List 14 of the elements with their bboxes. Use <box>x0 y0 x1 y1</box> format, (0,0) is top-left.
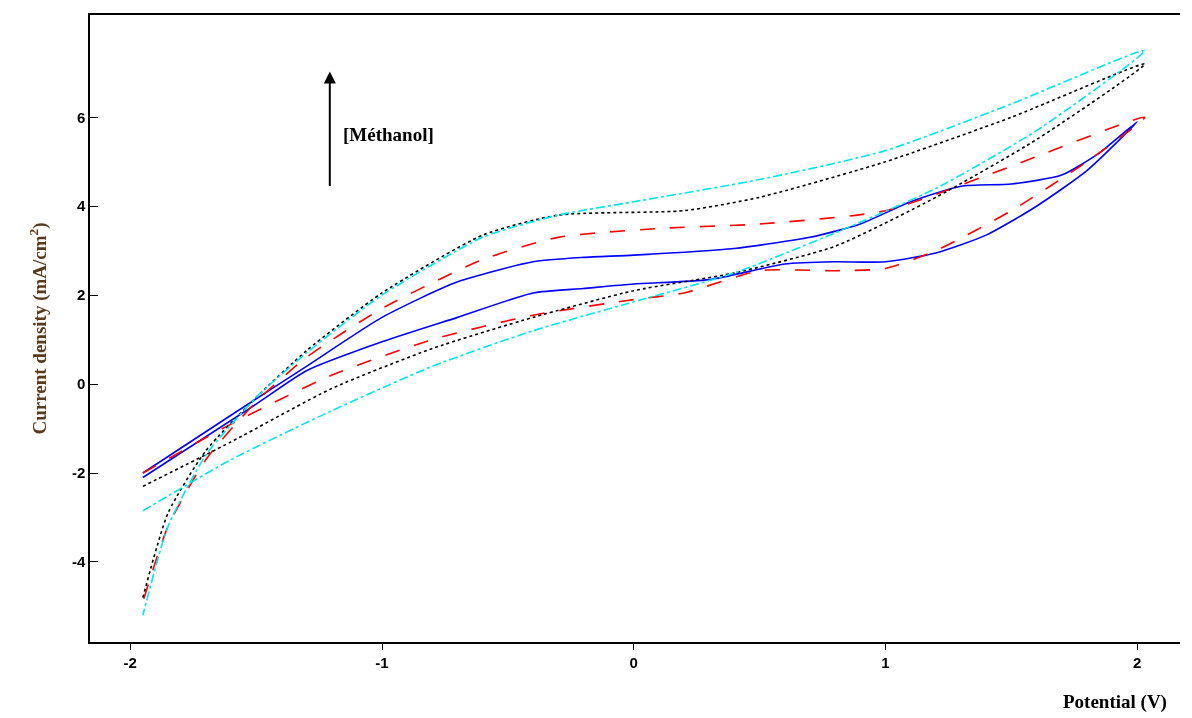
x-tick-label: -2 <box>123 653 137 671</box>
x-axis-title: Potential (V) <box>1063 691 1167 713</box>
y-tick-label: -2 <box>71 464 86 482</box>
x-tick-label: 1 <box>881 653 890 671</box>
x-tick-label: 0 <box>629 653 638 671</box>
y-tick-label: -4 <box>71 553 86 571</box>
y-tick-label: 4 <box>76 197 86 215</box>
line-series <box>142 120 1139 479</box>
y-tick-label: 2 <box>76 286 86 304</box>
x-tick-label: -1 <box>375 653 389 671</box>
x-tick-label: 2 <box>1133 653 1142 671</box>
y-tick-label: 0 <box>76 375 86 393</box>
y-tick-label: 6 <box>76 108 86 126</box>
annotation: [Méthanol] <box>343 124 434 145</box>
